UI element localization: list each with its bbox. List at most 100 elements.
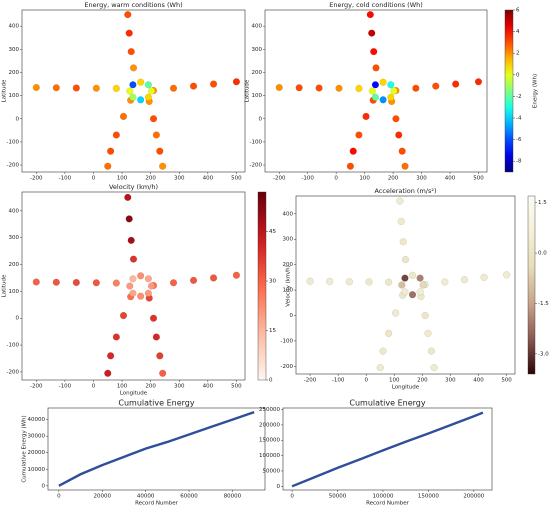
data-point [398, 147, 406, 155]
data-point [376, 364, 384, 372]
data-point [503, 271, 511, 279]
x-tick-label: 200 [145, 176, 156, 182]
x-tick-label: 100 [389, 378, 400, 384]
y-axis-label: Latitude [245, 79, 251, 102]
x-axis-label: Record Number [135, 501, 179, 505]
data-point [210, 80, 218, 88]
data-point [395, 131, 403, 139]
data-point [326, 277, 334, 285]
data-point [401, 274, 409, 282]
data-point [137, 292, 145, 300]
data-point [370, 48, 378, 56]
data-point [107, 147, 115, 155]
plot-frame [295, 195, 516, 375]
data-point [346, 162, 354, 170]
data-point [401, 256, 410, 264]
data-point [119, 112, 128, 121]
data-point [335, 84, 343, 92]
data-point [232, 78, 240, 86]
colorbar-label: Energy (Wh) [533, 74, 539, 108]
y-tick-label: 200 [252, 70, 263, 76]
chart-title: Energy, cold conditions (Wh) [329, 1, 423, 9]
data-point [52, 278, 60, 286]
y-tick-label: 40000 [28, 417, 46, 423]
y-tick-label: -200 [281, 364, 294, 370]
y-tick-label: -100 [281, 338, 294, 344]
colorbar-tick-label: 15 [269, 328, 276, 334]
x-tick-label: 100 [117, 384, 128, 390]
x-tick-label: -100 [59, 384, 72, 390]
data-point [129, 81, 137, 89]
y-tick-label: 100000 [259, 453, 280, 459]
y-tick-label: 0 [290, 313, 294, 319]
data-point [419, 281, 427, 289]
data-point [412, 84, 420, 92]
y-tick-label: 300 [9, 47, 20, 53]
x-tick-label: 0 [290, 494, 294, 500]
data-point [125, 215, 133, 223]
y-tick-label: 400 [9, 208, 20, 214]
x-axis-label: Longitude [392, 385, 420, 391]
data-point [295, 84, 303, 92]
chart-title: Energy, warm conditions (Wh) [84, 1, 182, 9]
plot-frame [264, 9, 488, 173]
y-tick-label: 200 [9, 70, 20, 76]
y-tick-label: 100 [9, 289, 20, 295]
x-tick-label: -200 [273, 176, 286, 182]
plot-frame [47, 407, 266, 491]
data-point [126, 87, 134, 95]
data-point [169, 279, 178, 287]
data-point [365, 278, 373, 286]
x-tick-label: -100 [332, 378, 345, 384]
data-point [480, 273, 488, 281]
x-tick-label: 80000 [224, 494, 242, 500]
data-point [144, 275, 152, 283]
data-point [349, 147, 357, 155]
data-point [355, 131, 363, 139]
colorbar-label: Velocity (km/h) [286, 265, 292, 307]
data-point [362, 112, 370, 121]
colorbar-tick-label: -1.5 [538, 301, 549, 307]
data-point [129, 64, 138, 72]
data-point [137, 96, 145, 104]
data-point [379, 96, 387, 104]
data-point [159, 162, 167, 170]
data-point [392, 115, 400, 123]
colorbar-tick-label: 0.0 [538, 251, 547, 257]
data-point [452, 80, 460, 88]
y-tick-label: 0 [16, 116, 20, 122]
data-point [275, 83, 283, 92]
data-point [441, 278, 449, 286]
data-point [169, 84, 178, 92]
data-point [460, 276, 469, 284]
x-tick-label: 0 [364, 378, 368, 384]
data-point [112, 333, 120, 341]
data-point [396, 197, 404, 205]
data-point [144, 81, 152, 89]
y-tick-label: 200 [9, 262, 20, 268]
y-tick-label: 0 [16, 316, 20, 322]
x-tick-label: 300 [174, 384, 185, 390]
colorbar-tick-label: 0 [269, 378, 273, 384]
data-point [147, 87, 156, 95]
data-point [416, 274, 424, 282]
x-axis-label: Longitude [120, 391, 148, 397]
plot-frame [21, 9, 246, 173]
data-point [366, 11, 374, 19]
data-point [387, 81, 395, 89]
y-tick-label: 400 [283, 211, 294, 217]
y-tick-label: 100 [252, 93, 263, 99]
x-tick-label: -200 [304, 378, 317, 384]
data-point [125, 29, 133, 37]
x-tick-label: 400 [473, 378, 484, 384]
data-point [112, 131, 120, 139]
y-tick-label: 30000 [28, 434, 46, 440]
data-point [144, 93, 152, 101]
data-point [147, 282, 156, 290]
plot-frame [282, 407, 493, 491]
y-axis-label: Latitude [2, 274, 8, 297]
x-tick-label: 500 [231, 384, 242, 390]
y-tick-label: 300 [9, 235, 20, 241]
data-line [291, 411, 484, 488]
x-tick-label: 200 [145, 384, 156, 390]
